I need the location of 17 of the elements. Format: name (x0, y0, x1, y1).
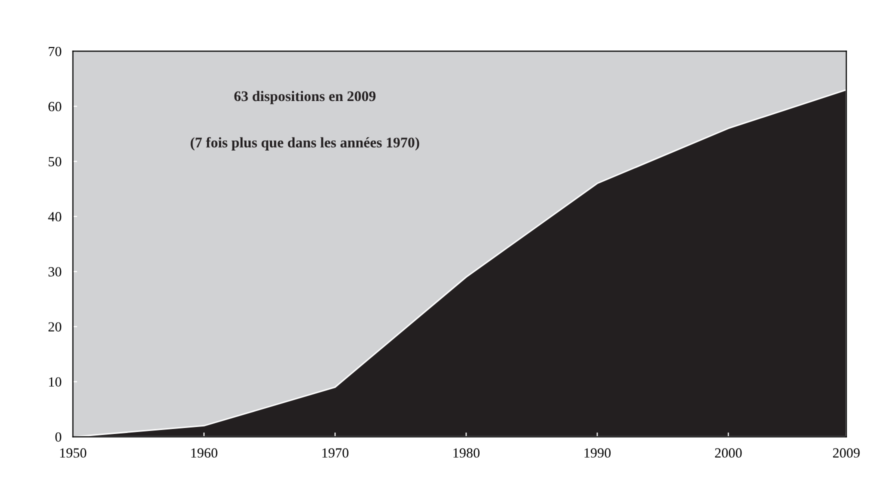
x-tick-label: 1960 (191, 448, 218, 458)
y-tick-label: 70 (48, 46, 62, 56)
x-tick-label: 1990 (584, 448, 611, 458)
x-tick-label: 1970 (322, 448, 348, 458)
y-tick-label: 40 (48, 212, 62, 222)
x-tick-label: 1950 (60, 448, 86, 458)
y-tick-label: 30 (48, 267, 62, 276)
y-tick-label: 20 (48, 322, 62, 332)
x-tick-label: 2009 (833, 448, 860, 458)
annotation: (7 fois plus que dans les années 1970) (190, 137, 420, 150)
y-tick-label: 0 (55, 432, 62, 442)
y-tick-label: 50 (48, 156, 62, 166)
y-tick-label: 10 (49, 377, 62, 387)
x-tick-label: 1980 (454, 448, 480, 458)
x-tick-label: 2000 (715, 448, 742, 458)
annotation: 63 dispositions en 2009 (234, 90, 376, 104)
y-tick-label: 60 (48, 102, 62, 112)
